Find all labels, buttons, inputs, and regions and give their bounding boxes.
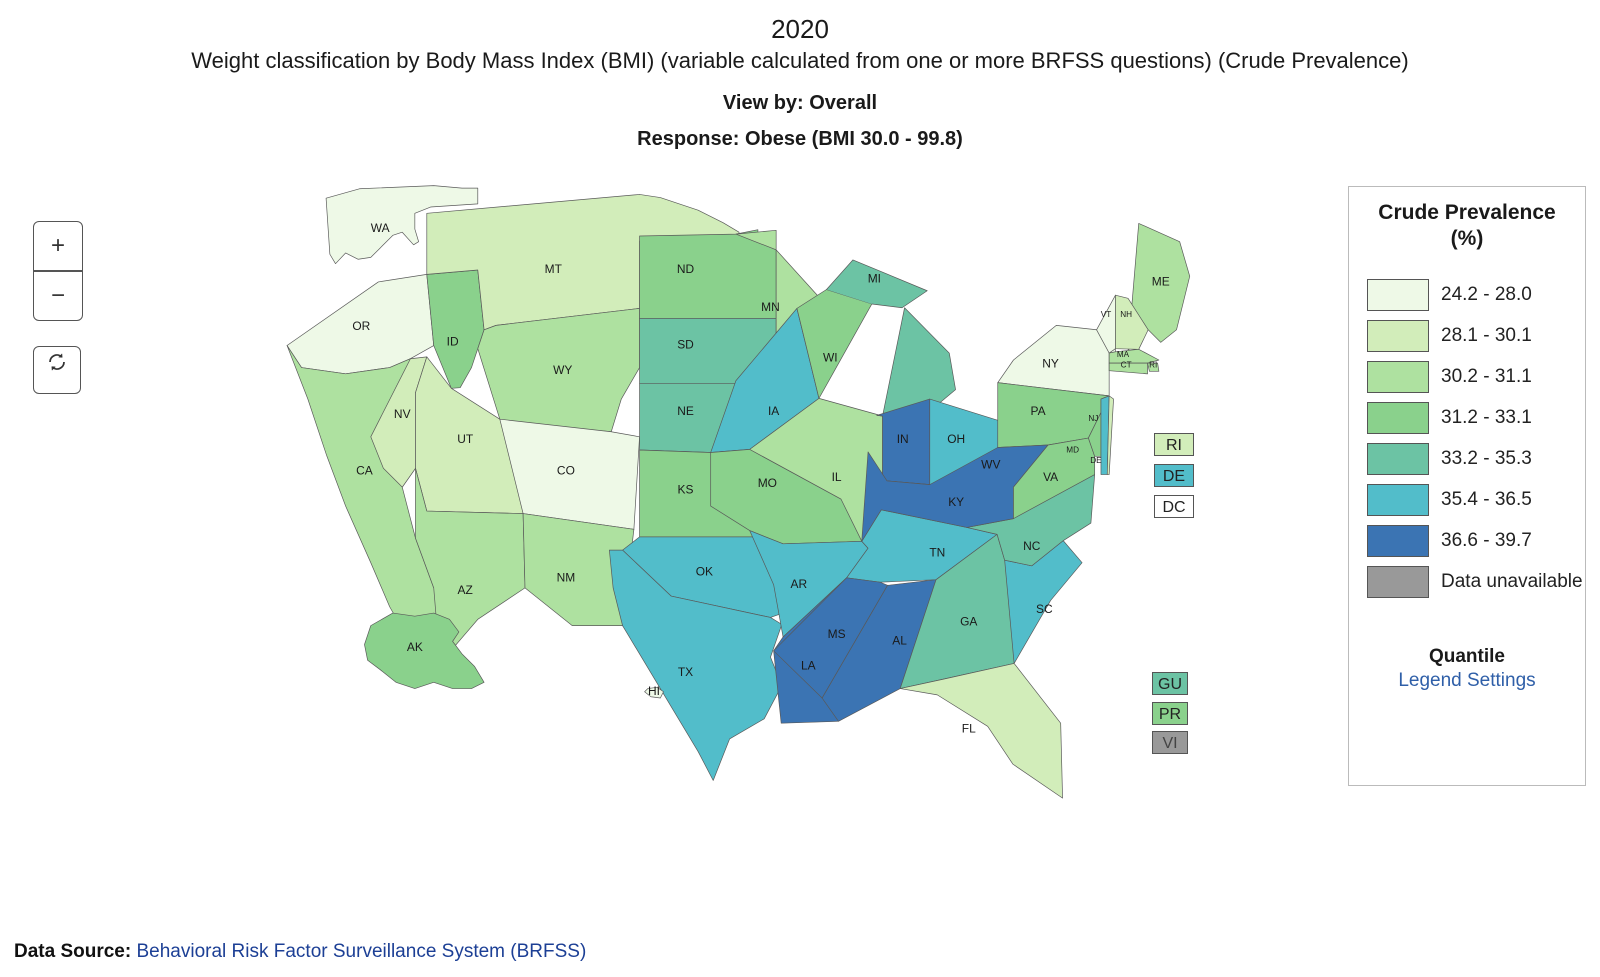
svg-text:KS: KS (678, 482, 694, 496)
svg-text:GA: GA (960, 615, 977, 629)
svg-text:AR: AR (791, 577, 808, 591)
svg-text:WI: WI (823, 350, 838, 364)
svg-text:OR: OR (352, 319, 370, 333)
svg-text:MS: MS (828, 627, 846, 641)
svg-text:UT: UT (457, 432, 474, 446)
svg-text:NM: NM (557, 571, 576, 585)
svg-text:TN: TN (929, 545, 945, 559)
svg-text:OK: OK (696, 564, 713, 578)
svg-text:IA: IA (768, 404, 779, 418)
svg-text:AK: AK (407, 640, 423, 654)
svg-text:NJ: NJ (1088, 414, 1098, 423)
svg-text:NH: NH (1120, 310, 1132, 319)
svg-text:SD: SD (677, 338, 694, 352)
svg-text:CA: CA (356, 464, 373, 478)
svg-text:AL: AL (892, 634, 907, 648)
svg-text:SC: SC (1036, 602, 1053, 616)
svg-text:WV: WV (981, 457, 1000, 471)
svg-text:IN: IN (897, 432, 909, 446)
svg-text:MN: MN (761, 300, 780, 314)
svg-text:NY: NY (1042, 357, 1059, 371)
svg-text:OH: OH (947, 432, 965, 446)
svg-text:MI: MI (868, 272, 881, 286)
svg-text:IL: IL (832, 470, 842, 484)
svg-text:KY: KY (948, 495, 964, 509)
svg-text:NE: NE (677, 404, 694, 418)
svg-text:ME: ME (1152, 275, 1170, 289)
svg-text:RI: RI (1149, 361, 1157, 370)
svg-text:DE: DE (1090, 456, 1102, 465)
svg-text:CT: CT (1121, 361, 1132, 370)
svg-text:ND: ND (677, 262, 695, 276)
svg-text:FL: FL (962, 722, 976, 736)
svg-text:VT: VT (1101, 310, 1111, 319)
svg-text:MO: MO (758, 476, 777, 490)
svg-text:AZ: AZ (458, 583, 473, 597)
svg-text:NC: NC (1023, 539, 1041, 553)
svg-text:PA: PA (1030, 404, 1045, 418)
svg-text:ID: ID (447, 335, 459, 349)
svg-text:CO: CO (557, 464, 575, 478)
svg-text:HI: HI (648, 684, 660, 698)
svg-text:LA: LA (801, 659, 816, 673)
svg-text:WA: WA (371, 221, 390, 235)
svg-text:WY: WY (553, 363, 572, 377)
svg-text:MT: MT (545, 262, 563, 276)
svg-text:MD: MD (1066, 446, 1079, 455)
svg-text:TX: TX (678, 665, 693, 679)
svg-text:MA: MA (1117, 350, 1130, 359)
svg-text:VA: VA (1043, 470, 1058, 484)
svg-text:NV: NV (394, 407, 411, 421)
